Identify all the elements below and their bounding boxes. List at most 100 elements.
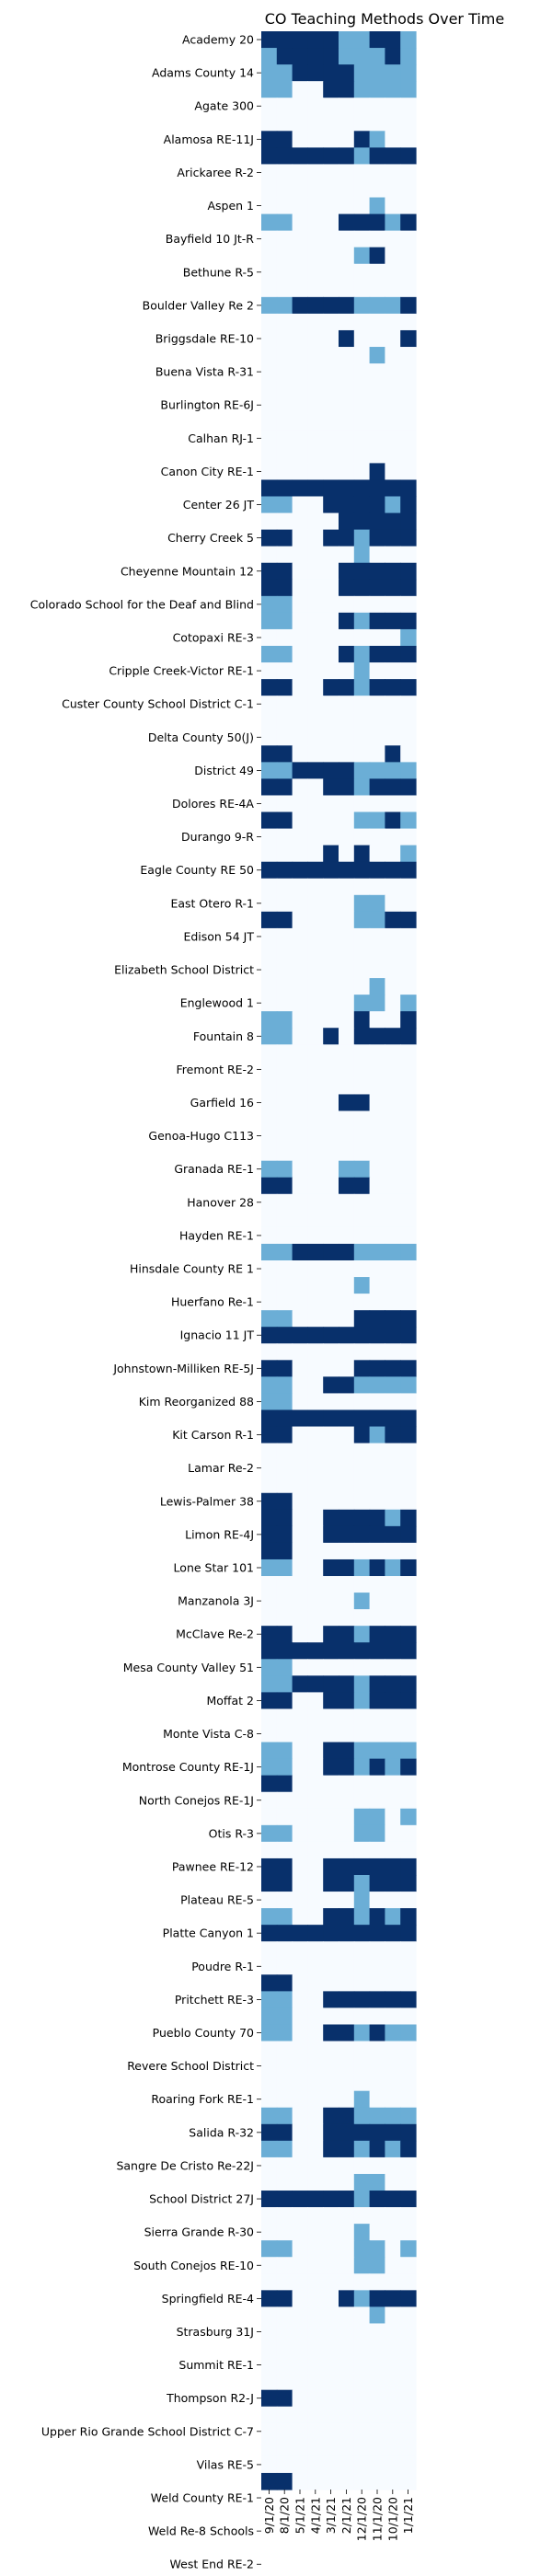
heatmap-cell (261, 1593, 278, 1610)
heatmap-cell (385, 1343, 401, 1361)
heatmap-cell (369, 662, 385, 680)
y-tick-label: Aspen 1 (207, 199, 254, 213)
y-tick-label: Fremont RE-2 (176, 1063, 254, 1076)
heatmap-cell (307, 1642, 324, 1660)
heatmap-cell (353, 1808, 371, 1826)
heatmap-cell (400, 579, 417, 597)
heatmap-cell (292, 397, 308, 414)
heatmap-cell (307, 1775, 324, 1793)
y-tick-label: Johnstown-Milliken RE-5J (112, 1362, 254, 1375)
heatmap-cell (353, 2356, 371, 2375)
heatmap-cell (400, 1857, 417, 1876)
heatmap-cell (323, 1841, 339, 1859)
heatmap-cell (369, 745, 385, 763)
heatmap-cell (353, 2273, 371, 2291)
heatmap-cell (369, 479, 385, 498)
x-tick-label: 4/1/21 (308, 2497, 322, 2534)
heatmap-cell (353, 1791, 371, 1810)
heatmap-cell (369, 1875, 385, 1892)
heatmap-cell (339, 1791, 355, 1810)
heatmap-cell (276, 1642, 293, 1660)
heatmap-cell (400, 164, 417, 182)
y-tick-label: West End RE-2 (170, 2558, 254, 2571)
heatmap-cell (400, 778, 417, 797)
y-tick-label: Burlington RE-6J (160, 398, 254, 412)
heatmap-cell (369, 230, 385, 248)
heatmap-cell (261, 2123, 278, 2142)
heatmap-cell (307, 1028, 324, 1045)
heatmap-cell (385, 1127, 401, 1145)
heatmap-cell (400, 2240, 417, 2258)
heatmap-cell (353, 595, 371, 614)
heatmap-cell (261, 2422, 278, 2441)
heatmap-cell (276, 1576, 293, 1593)
heatmap-cell (400, 1974, 417, 1992)
heatmap-cell (369, 164, 385, 182)
heatmap-cell (353, 2472, 371, 2490)
y-tick-label: Bayfield 10 Jt-R (166, 232, 255, 246)
heatmap-cell (339, 679, 355, 696)
heatmap-cell (292, 1941, 308, 1959)
heatmap-cell (353, 430, 371, 447)
heatmap-cell (323, 1642, 339, 1660)
heatmap-cell (323, 230, 339, 248)
heatmap-cell (276, 496, 293, 514)
heatmap-cell (323, 329, 339, 348)
heatmap-cell (323, 1708, 339, 1727)
heatmap-cell (400, 1443, 417, 1461)
heatmap-cell (385, 1875, 401, 1892)
heatmap-cell (323, 2074, 339, 2092)
heatmap-cell (369, 2439, 385, 2457)
heatmap-cell (261, 2074, 278, 2092)
heatmap-cell (353, 2422, 371, 2441)
heatmap-cell (261, 2306, 278, 2325)
heatmap-cell (307, 397, 324, 414)
heatmap-cell (369, 1144, 385, 1162)
heatmap-cell (353, 1277, 371, 1294)
heatmap-cell (400, 562, 417, 581)
heatmap-cell (385, 2290, 401, 2307)
heatmap-cell (339, 2472, 355, 2490)
heatmap-cell (323, 147, 339, 166)
heatmap-cell (339, 1127, 355, 1145)
heatmap-cell (323, 1875, 339, 1892)
heatmap-cell (339, 1692, 355, 1710)
heatmap-cell (353, 1626, 371, 1643)
heatmap-cell (369, 1443, 385, 1461)
heatmap-cell (292, 2472, 308, 2490)
heatmap-cell (400, 2024, 417, 2042)
heatmap-cell (400, 1426, 417, 1444)
heatmap-cell (307, 380, 324, 397)
heatmap-cell (307, 1376, 324, 1395)
heatmap-cell (339, 1376, 355, 1395)
heatmap-cell (323, 479, 339, 498)
heatmap-cell (307, 2406, 324, 2424)
heatmap-cell (323, 2373, 339, 2391)
heatmap-cell (400, 1243, 417, 1261)
heatmap-cell (292, 2257, 308, 2274)
heatmap-cell (369, 612, 385, 630)
heatmap-cell (339, 1094, 355, 1112)
heatmap-cell (339, 2024, 355, 2042)
heatmap-cell (369, 213, 385, 232)
heatmap-cell (261, 1808, 278, 1826)
heatmap-cell (307, 446, 324, 464)
heatmap-cell (400, 2191, 417, 2208)
heatmap-cell (353, 1841, 371, 1859)
heatmap-cell (400, 1459, 417, 1478)
heatmap-cell (339, 1525, 355, 1544)
heatmap-cell (292, 2273, 308, 2291)
heatmap-cell (339, 1077, 355, 1096)
heatmap-cell (292, 562, 308, 581)
heatmap-cell (276, 911, 293, 929)
heatmap-cell (292, 1160, 308, 1179)
heatmap-cell (400, 1725, 417, 1743)
heatmap-cell (400, 845, 417, 863)
heatmap-cell (276, 1310, 293, 1328)
heatmap-cell (261, 1542, 278, 1560)
y-tick-label: South Conejos RE-10 (133, 2259, 254, 2272)
heatmap-cell (323, 1310, 339, 1328)
heatmap-cell (307, 180, 324, 199)
heatmap-cell (339, 363, 355, 381)
heatmap-cell (307, 363, 324, 381)
